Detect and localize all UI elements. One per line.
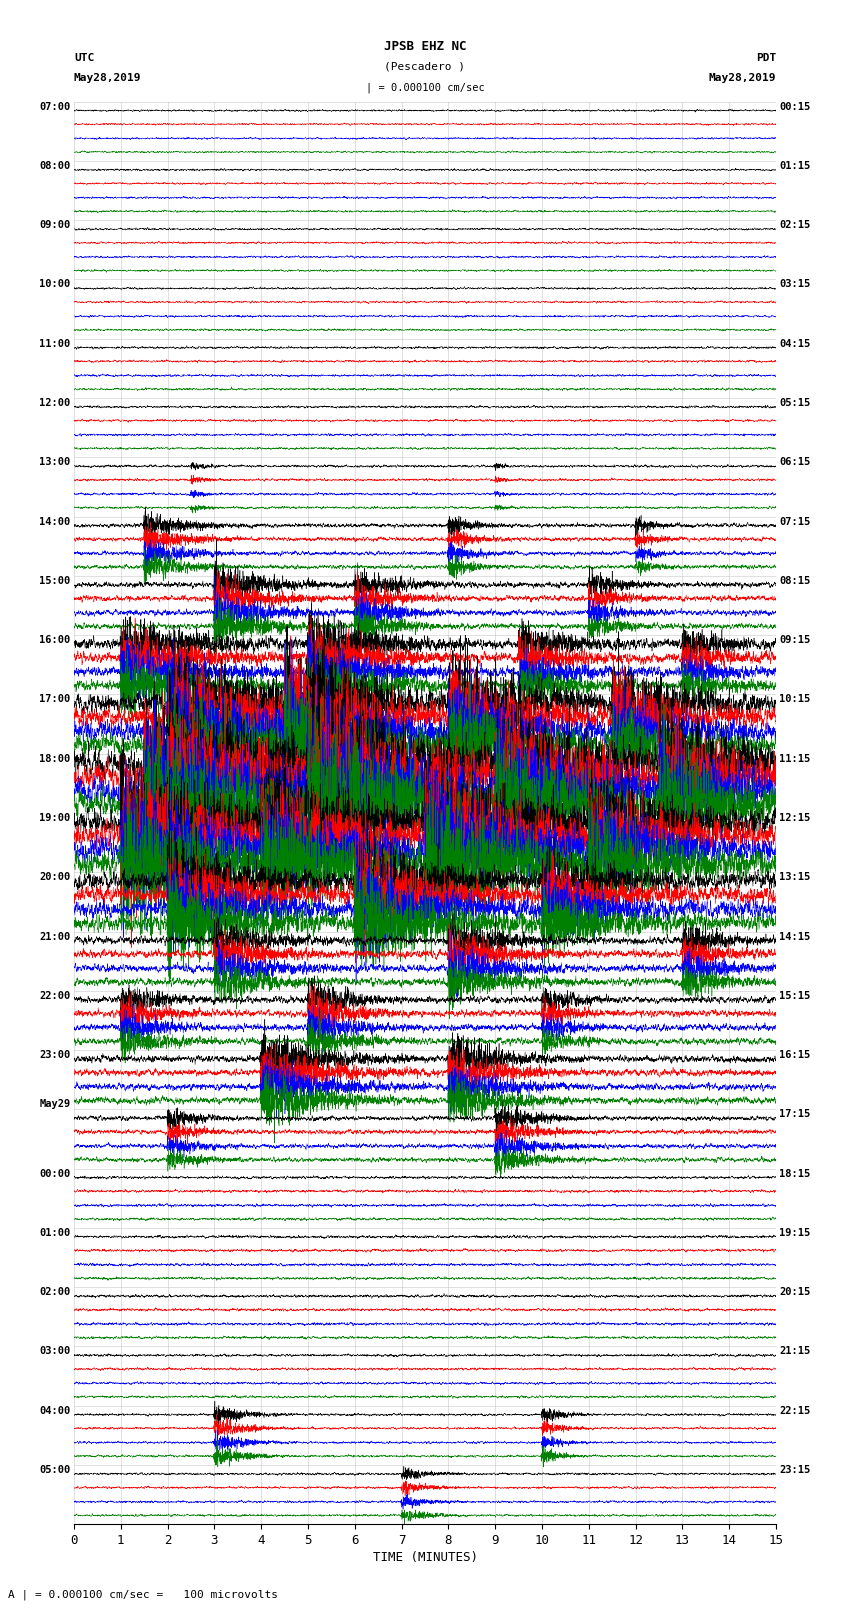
Text: 20:15: 20:15 xyxy=(779,1287,811,1297)
Text: 23:00: 23:00 xyxy=(39,1050,71,1060)
X-axis label: TIME (MINUTES): TIME (MINUTES) xyxy=(372,1552,478,1565)
Text: 22:15: 22:15 xyxy=(779,1405,811,1416)
Text: 21:00: 21:00 xyxy=(39,932,71,942)
Text: 12:15: 12:15 xyxy=(779,813,811,823)
Text: 13:00: 13:00 xyxy=(39,458,71,468)
Text: 09:15: 09:15 xyxy=(779,636,811,645)
Text: 04:15: 04:15 xyxy=(779,339,811,348)
Text: 22:00: 22:00 xyxy=(39,990,71,1000)
Text: 08:00: 08:00 xyxy=(39,161,71,171)
Text: 10:00: 10:00 xyxy=(39,279,71,289)
Text: 13:15: 13:15 xyxy=(779,873,811,882)
Text: 04:00: 04:00 xyxy=(39,1405,71,1416)
Text: 10:15: 10:15 xyxy=(779,694,811,705)
Text: 00:15: 00:15 xyxy=(779,102,811,111)
Text: 05:15: 05:15 xyxy=(779,398,811,408)
Text: 00:00: 00:00 xyxy=(39,1168,71,1179)
Text: 07:15: 07:15 xyxy=(779,516,811,526)
Text: | = 0.000100 cm/sec: | = 0.000100 cm/sec xyxy=(366,82,484,94)
Text: May28,2019: May28,2019 xyxy=(709,73,776,82)
Text: 19:15: 19:15 xyxy=(779,1227,811,1237)
Text: (Pescadero ): (Pescadero ) xyxy=(384,61,466,71)
Text: 20:00: 20:00 xyxy=(39,873,71,882)
Text: May29: May29 xyxy=(39,1100,71,1110)
Text: 11:15: 11:15 xyxy=(779,753,811,763)
Text: 17:15: 17:15 xyxy=(779,1110,811,1119)
Text: 15:00: 15:00 xyxy=(39,576,71,586)
Text: PDT: PDT xyxy=(756,53,776,63)
Text: 05:00: 05:00 xyxy=(39,1465,71,1474)
Text: 19:00: 19:00 xyxy=(39,813,71,823)
Text: 14:15: 14:15 xyxy=(779,932,811,942)
Text: JPSB EHZ NC: JPSB EHZ NC xyxy=(383,40,467,53)
Text: 16:15: 16:15 xyxy=(779,1050,811,1060)
Text: May28,2019: May28,2019 xyxy=(74,73,141,82)
Text: UTC: UTC xyxy=(74,53,94,63)
Text: 09:00: 09:00 xyxy=(39,219,71,231)
Text: 01:15: 01:15 xyxy=(779,161,811,171)
Text: 17:00: 17:00 xyxy=(39,694,71,705)
Text: 02:00: 02:00 xyxy=(39,1287,71,1297)
Text: A | = 0.000100 cm/sec =   100 microvolts: A | = 0.000100 cm/sec = 100 microvolts xyxy=(8,1589,279,1600)
Text: 12:00: 12:00 xyxy=(39,398,71,408)
Text: 16:00: 16:00 xyxy=(39,636,71,645)
Text: 18:15: 18:15 xyxy=(779,1168,811,1179)
Text: 06:15: 06:15 xyxy=(779,458,811,468)
Text: 14:00: 14:00 xyxy=(39,516,71,526)
Text: 08:15: 08:15 xyxy=(779,576,811,586)
Text: 15:15: 15:15 xyxy=(779,990,811,1000)
Text: 21:15: 21:15 xyxy=(779,1347,811,1357)
Text: 03:15: 03:15 xyxy=(779,279,811,289)
Text: 18:00: 18:00 xyxy=(39,753,71,763)
Text: 11:00: 11:00 xyxy=(39,339,71,348)
Text: 02:15: 02:15 xyxy=(779,219,811,231)
Text: 03:00: 03:00 xyxy=(39,1347,71,1357)
Text: 07:00: 07:00 xyxy=(39,102,71,111)
Text: 01:00: 01:00 xyxy=(39,1227,71,1237)
Text: 23:15: 23:15 xyxy=(779,1465,811,1474)
